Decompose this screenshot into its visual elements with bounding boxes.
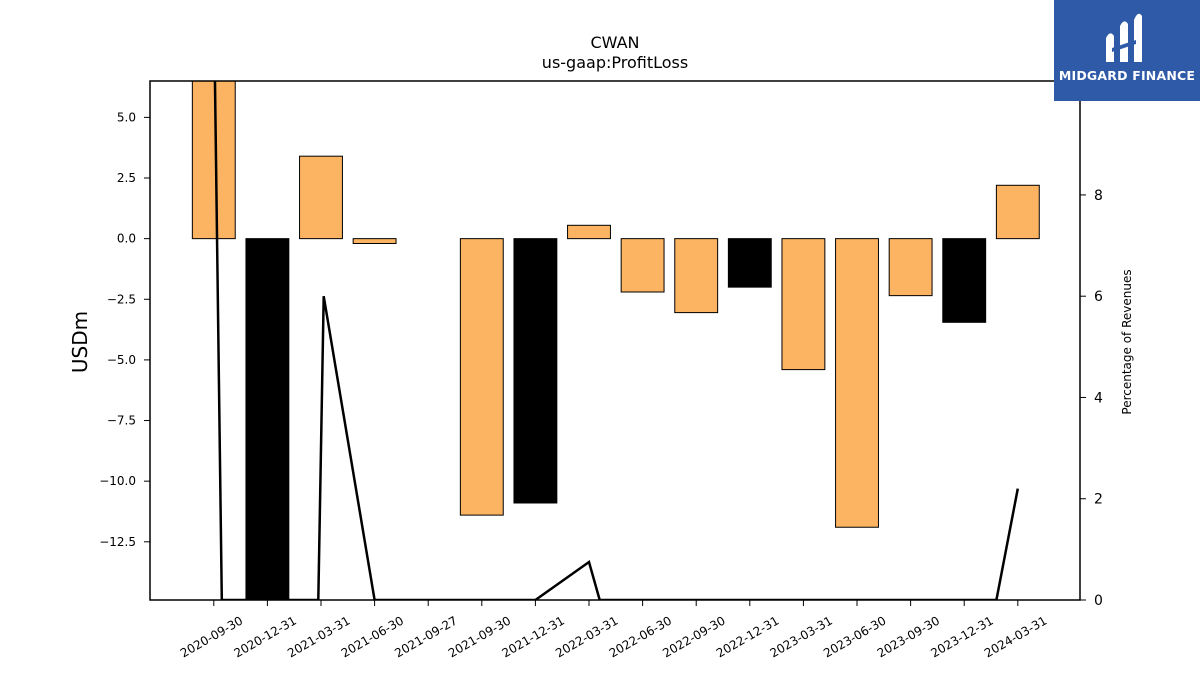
bar [352, 238, 397, 244]
y-tick-label: −7.5 [107, 414, 136, 428]
y-tick-label: 0.0 [117, 232, 136, 246]
bar [620, 238, 665, 293]
chart-title: CWAN [590, 33, 639, 52]
bar [995, 184, 1040, 240]
y2-tick-label: 6 [1094, 289, 1103, 305]
line-series [213, 81, 1020, 600]
bars-group [191, 81, 1040, 600]
y-tick-label: −2.5 [107, 292, 136, 306]
midgard-finance-logo: MIDGARD FINANCE [1054, 0, 1200, 101]
y2-tick-label: 4 [1094, 390, 1103, 406]
bar [835, 238, 879, 528]
bar [459, 238, 504, 516]
bar [727, 238, 772, 288]
y2-tick-label: 0 [1094, 593, 1103, 609]
bar [942, 238, 987, 323]
y-axis-label: USDm [68, 311, 92, 373]
bar [245, 238, 290, 600]
bar [674, 238, 719, 314]
y-tick-label: 2.5 [117, 171, 136, 185]
bar [513, 238, 558, 504]
y-tick-label: −10.0 [99, 474, 136, 488]
line-group [213, 81, 1020, 600]
bar [191, 81, 236, 240]
chart-subtitle: us-gaap:ProfitLoss [542, 53, 688, 72]
midgard-logo-icon [1106, 13, 1142, 62]
bar [567, 224, 611, 240]
y-tick-label: 5.0 [117, 110, 136, 124]
bar [781, 238, 826, 371]
bar [888, 238, 933, 297]
plot-frame [149, 80, 1081, 601]
bar [299, 155, 343, 240]
y2-axis-label: Percentage of Revenues [1120, 269, 1134, 414]
y2-tick-label: 2 [1094, 492, 1103, 508]
logo-text: MIDGARD FINANCE [1058, 68, 1196, 83]
y-tick-label: −5.0 [107, 353, 136, 367]
y2-tick-label: 8 [1094, 188, 1103, 204]
y-tick-label: −12.5 [99, 535, 136, 549]
